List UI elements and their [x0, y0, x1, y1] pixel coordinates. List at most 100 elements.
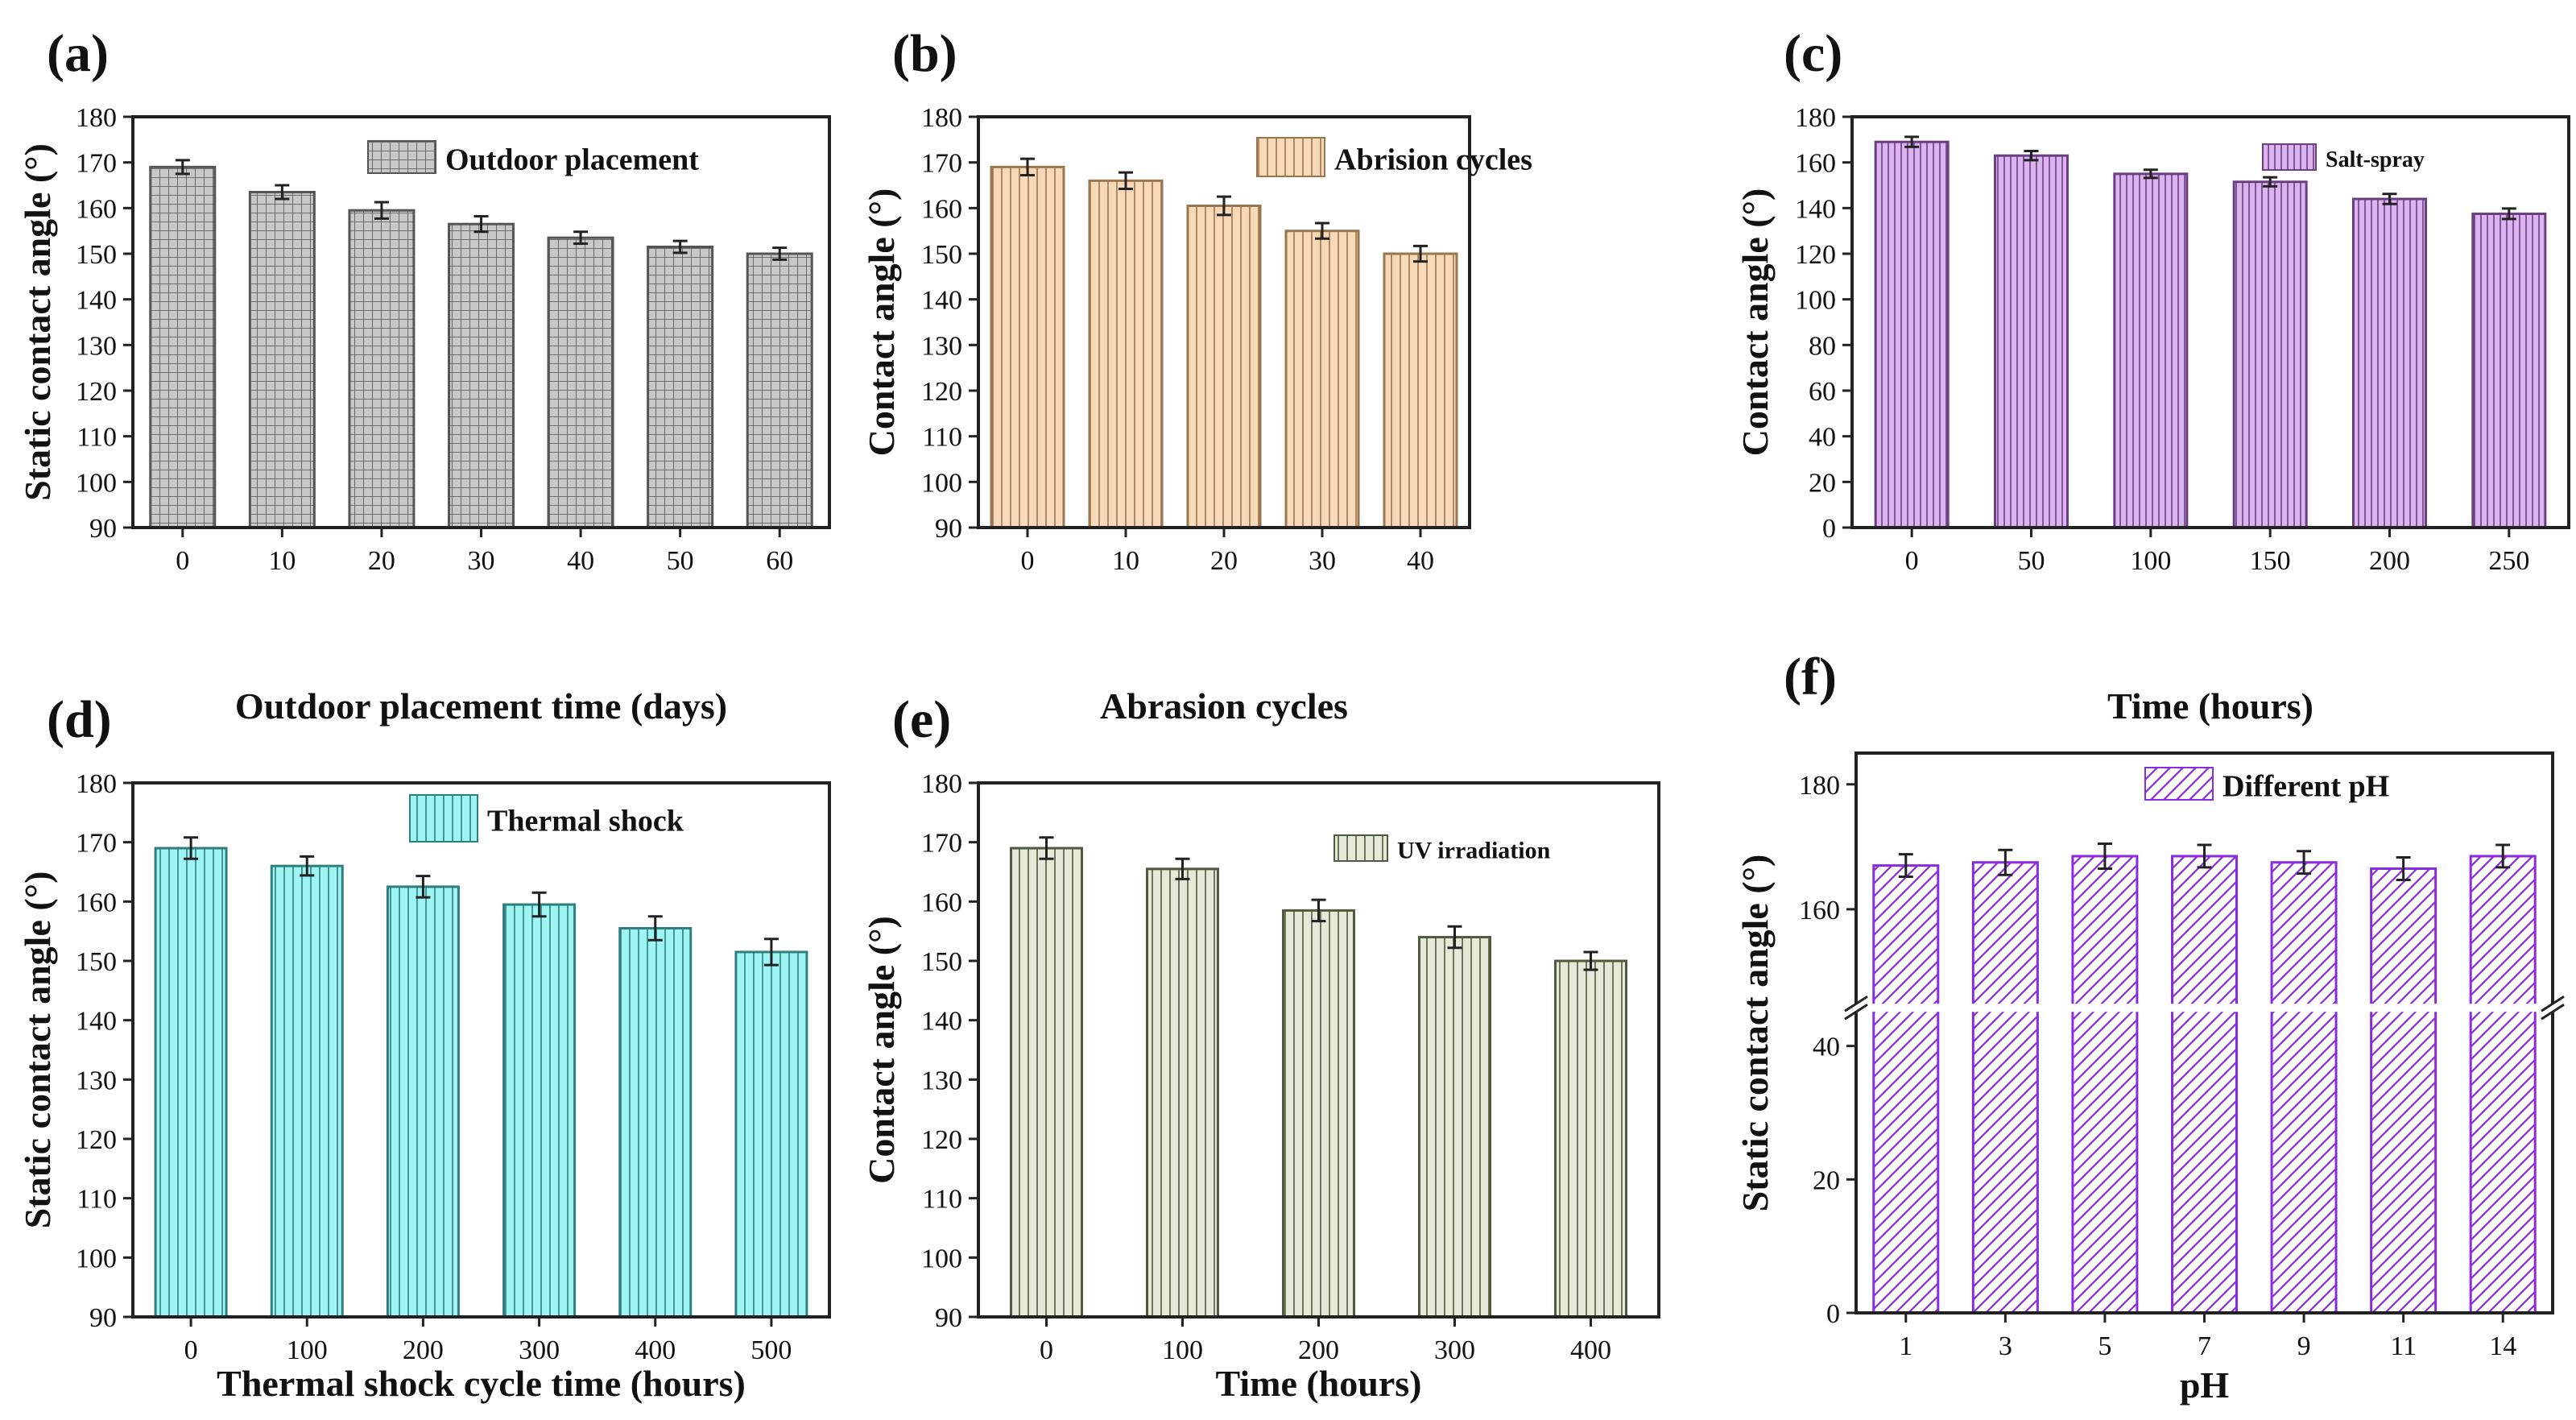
bar-c-100	[2113, 172, 2189, 529]
y-tick-label: 110	[76, 423, 117, 453]
plot-frame	[977, 115, 1471, 529]
bar-f-5	[2071, 855, 2139, 1314]
y-tick-label: 160	[1799, 896, 1840, 925]
y-tick-label: 170	[76, 149, 117, 179]
error-bar-a-10	[275, 184, 290, 201]
x-tick-label: 40	[1407, 546, 1434, 576]
bar-d-400	[618, 926, 693, 1319]
error-bar-c-250	[2501, 207, 2516, 221]
x-tick-label: 150	[2250, 546, 2291, 576]
x-axis-label: pH	[2180, 1364, 2230, 1406]
x-axis-label: Outdoor placement time (days)	[235, 685, 727, 727]
bar-a-20	[348, 209, 416, 529]
y-tick-label: 150	[921, 240, 962, 270]
panel-e: 0 100 200 300 400 90 100 110 120 130 140 150 160 170 1…	[861, 690, 1660, 1404]
x-tick-label: 300	[1434, 1335, 1475, 1365]
plot-frame	[131, 781, 831, 1319]
bar-f-14	[2469, 855, 2537, 1314]
panel-a: 0 10 20 30 40 50 60 90 100 110 120 130 140 150 160 170 1…	[17, 24, 831, 727]
bar-d-200	[386, 885, 460, 1319]
y-tick-label: 140	[921, 1007, 962, 1037]
panel-label: (a)	[47, 24, 109, 83]
panel-label: (f)	[1784, 648, 1837, 706]
x-tick-label: 7	[2198, 1331, 2211, 1361]
error-bar-e-100	[1175, 857, 1190, 880]
y-axis-label: Contact angle (°)	[1735, 188, 1776, 457]
y-tick-label: 90	[89, 1303, 117, 1333]
bar-e-100	[1146, 867, 1219, 1319]
bar-a-60	[746, 252, 813, 529]
error-bar-b-10	[1118, 171, 1133, 191]
y-tick-label: 0	[1822, 514, 1836, 544]
bar-f-1	[1872, 864, 1940, 1314]
x-tick-label: 1	[1899, 1331, 1912, 1361]
panel-b: 0 10 20 30 40 90 100 110 120 130 140 150 160 170 180 Ab…	[861, 24, 1532, 727]
y-axis-label: Contact angle (°)	[861, 188, 902, 457]
bar-d-500	[734, 950, 808, 1319]
panel-d: 0 100 200 300 400 500 90 100 110 120 130 140 150 160 1…	[17, 690, 831, 1404]
x-tick-label: 30	[1309, 546, 1336, 576]
y-tick-label: 120	[921, 1125, 962, 1155]
bar-c-200	[2352, 197, 2427, 529]
y-tick-label: 180	[1795, 103, 1836, 133]
error-bar-a-20	[374, 201, 389, 220]
error-bar-b-30	[1315, 221, 1329, 240]
y-tick-label: 110	[922, 423, 962, 453]
y-tick-label: 150	[76, 240, 117, 270]
bar-b-30	[1284, 230, 1360, 529]
error-bar-a-50	[672, 239, 688, 255]
legend-label: Thermal shock	[487, 804, 684, 838]
x-axis-label: Abrasion cycles	[1100, 685, 1348, 727]
error-bar-f-9	[2297, 850, 2312, 876]
error-bar-f-14	[2495, 843, 2511, 869]
y-tick-label: 150	[921, 947, 962, 977]
x-tick-label: 200	[403, 1335, 444, 1365]
x-tick-label: 60	[766, 546, 793, 576]
x-tick-label: 400	[635, 1335, 676, 1365]
error-bar-a-30	[473, 215, 489, 234]
legend-swatch	[1333, 834, 1388, 862]
x-tick-label: 100	[287, 1335, 328, 1365]
error-bar-d-0	[184, 836, 199, 860]
bar-c-250	[2471, 212, 2547, 529]
x-tick-label: 14	[2489, 1331, 2516, 1361]
y-tick-label: 180	[76, 103, 117, 133]
y-tick-label: 100	[921, 468, 962, 498]
x-tick-label: 10	[1112, 546, 1139, 576]
bar-b-20	[1186, 205, 1262, 529]
legend-swatch	[1256, 137, 1325, 177]
bar-d-100	[270, 864, 344, 1319]
error-bar-d-500	[763, 938, 779, 967]
y-tick-label: 120	[76, 377, 117, 407]
y-axis-label: Static contact angle (°)	[1735, 855, 1776, 1212]
x-tick-label: 20	[1210, 546, 1238, 576]
y-tick-label: 40	[1809, 423, 1836, 453]
error-bar-c-150	[2263, 176, 2278, 188]
y-tick-label: 100	[76, 468, 117, 498]
y-axis-label: Static contact angle (°)	[17, 143, 58, 501]
y-tick-label: 90	[89, 514, 117, 544]
bar-a-10	[248, 191, 316, 529]
x-tick-label: 11	[2390, 1331, 2417, 1361]
x-tick-label: 50	[2018, 546, 2045, 576]
x-tick-label: 250	[2488, 546, 2529, 576]
panel-label: (b)	[892, 24, 957, 83]
plot-frame	[131, 115, 831, 529]
error-bar-f-3	[1998, 848, 2013, 876]
legend-label: UV irradiation	[1397, 838, 1551, 864]
y-tick-label: 160	[76, 194, 117, 224]
error-bar-c-0	[1904, 135, 1920, 148]
bar-a-50	[647, 246, 714, 529]
error-bar-e-300	[1447, 925, 1462, 950]
y-tick-label: 90	[935, 1303, 962, 1333]
legend-label: Abrision cycles	[1334, 143, 1532, 176]
bar-a-30	[448, 222, 515, 529]
error-bar-b-20	[1217, 195, 1231, 217]
legend-label: Salt-spray	[2326, 147, 2425, 172]
y-tick-label: 160	[1795, 149, 1836, 179]
panel-label: (d)	[47, 690, 112, 749]
y-tick-label: 120	[921, 377, 962, 407]
y-tick-label: 130	[921, 1066, 962, 1095]
y-tick-label: 140	[1795, 194, 1836, 224]
